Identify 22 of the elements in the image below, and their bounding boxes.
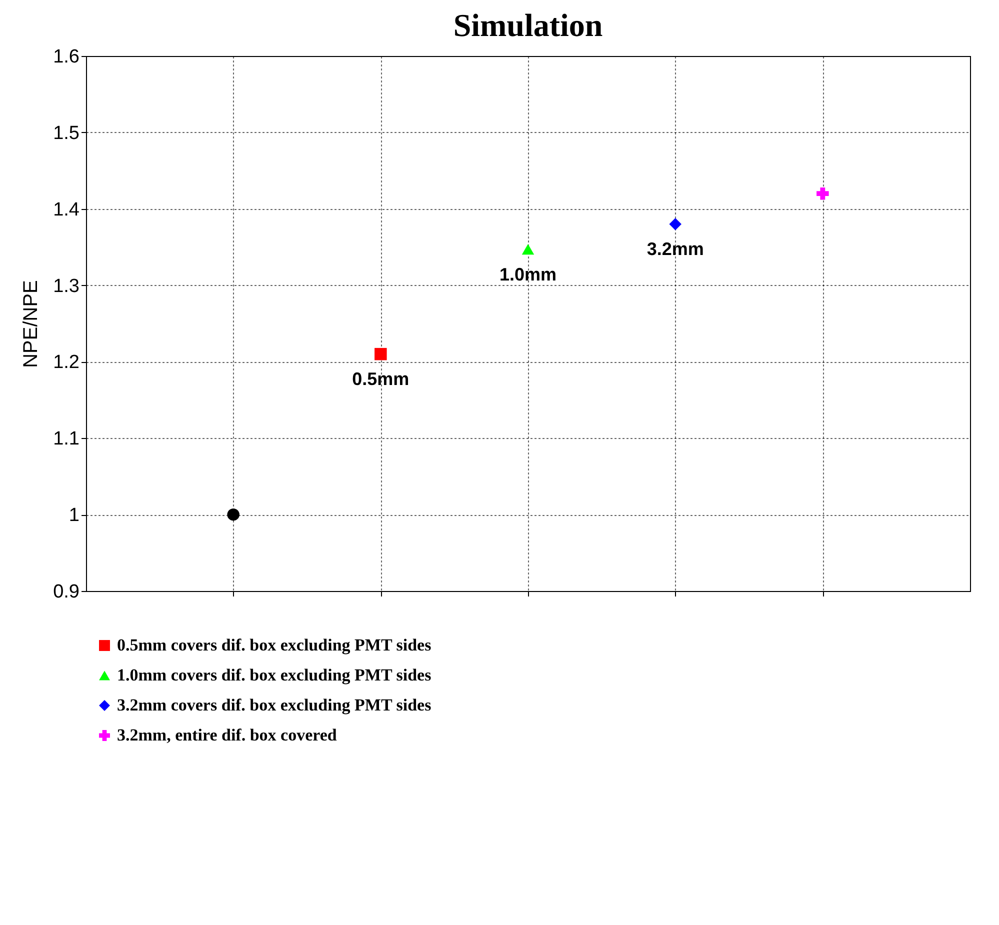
y-tick-label: 1.1 [53,428,80,450]
legend-label: 3.2mm, entire dif. box covered [117,726,338,744]
y-tick-label: 1.3 [53,276,80,297]
legend-label: 3.2mm covers dif. box excluding PMT sides [117,696,432,714]
y-tick-label: 1.4 [53,199,80,220]
legend-label: 1.0mm covers dif. box excluding PMT sides [117,666,432,684]
y-axis-title: NPE/NPE [20,280,42,368]
y-tick-label: 1.6 [53,46,80,68]
y-tick-label: 1.2 [53,352,80,374]
chart-title: Simulation [453,7,603,43]
point [522,244,534,255]
point [669,218,682,230]
point [227,508,240,521]
annotation: 1.0mm [499,264,557,284]
annotation: 0.5mm [352,369,410,390]
legend-label: 0.5mm covers dif. box excluding PMT sides [117,636,432,654]
point [816,187,829,200]
annotation: 3.2mm [646,239,704,260]
point [374,348,387,360]
y-tick-label: 0.9 [53,582,80,602]
y-tick-label: 1.5 [53,122,80,144]
y-tick-label: 1 [68,505,80,526]
